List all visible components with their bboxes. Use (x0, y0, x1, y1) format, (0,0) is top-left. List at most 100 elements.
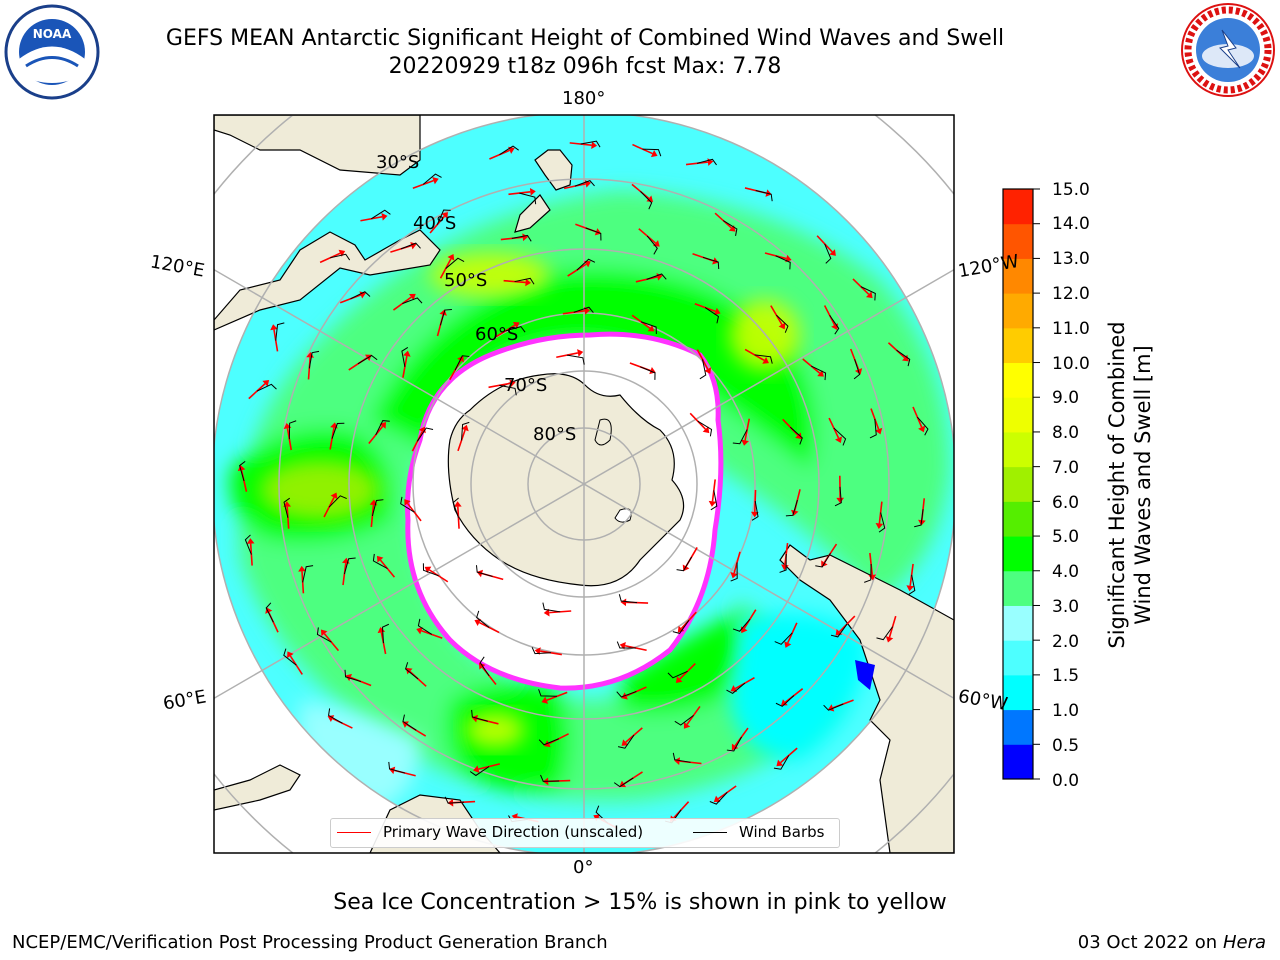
wave-direction-arrow (286, 428, 293, 451)
colorbar-label-line2: Wind Waves and Swell [m] (1131, 345, 1155, 625)
wave-direction-arrowhead (416, 627, 423, 635)
wind-barb (616, 641, 636, 649)
wave-direction-arrow (694, 302, 716, 313)
wind-barb (461, 421, 470, 441)
wave-direction-arrowhead (404, 499, 411, 506)
wave-direction-arrowhead (835, 436, 842, 443)
wave-direction-arrowhead (866, 291, 873, 299)
wind-barb (674, 714, 694, 726)
wave-direction-arrow (339, 294, 362, 304)
wave-direction-arrowhead (432, 177, 439, 185)
wave-direction-arrowhead (270, 324, 278, 331)
wind-barb (914, 509, 924, 528)
wind-barb (499, 145, 519, 156)
wind-barb (860, 286, 876, 301)
wind-barb (519, 192, 537, 205)
wind-barb (785, 499, 798, 517)
wind-barb (283, 497, 291, 518)
svg-text:NOAA: NOAA (33, 27, 72, 41)
wave-direction-arrowhead (287, 651, 294, 659)
wave-direction-arrowhead (298, 565, 306, 572)
wave-direction-arrowhead (674, 757, 680, 765)
wind-barb (475, 565, 493, 577)
wind-barb (402, 297, 423, 305)
wind-barb (774, 632, 793, 645)
wave-direction-arrow (350, 676, 372, 687)
wind-barb (476, 610, 490, 628)
colorbar (1003, 188, 1040, 780)
colorbar-segment (1003, 640, 1033, 676)
wave-direction-arrowhead (509, 379, 516, 388)
wind-barb (642, 148, 662, 157)
wind-barb (540, 774, 560, 782)
lat-label-80s: 80°S (533, 424, 577, 445)
wind-barb (452, 497, 459, 518)
wind-barb (514, 277, 535, 285)
legend-barb-label: Wind Barbs (739, 823, 825, 841)
wave-direction-arrowhead (453, 501, 462, 507)
wind-barb (830, 623, 848, 638)
wind-barb (505, 326, 526, 333)
lat-label-60s: 60°S (475, 324, 519, 345)
wave-direction-arrow (770, 305, 783, 325)
wind-barb (697, 420, 713, 437)
wind-barb (878, 512, 886, 533)
footer-machine: Hera (1222, 932, 1266, 953)
footer-branch: NCEP/EMC/Verification Post Processing Pr… (12, 932, 608, 953)
wind-barb (824, 243, 832, 264)
wind-barb (580, 140, 601, 148)
wind-barb (853, 359, 861, 380)
colorbar-segment (1003, 189, 1033, 225)
colorbar-tick: 0.5 (1052, 736, 1080, 756)
wind-barb (371, 499, 384, 517)
wind-barb (574, 180, 595, 187)
wave-direction-arrowhead (381, 213, 388, 221)
wind-barb (779, 553, 787, 573)
wind-barb (265, 602, 274, 623)
legend-wave-label: Primary Wave Direction (unscaled) (383, 823, 644, 841)
wind-barb (617, 734, 635, 749)
sea-ice-caption: Sea Ice Concentration > 15% is shown in … (333, 890, 947, 915)
colorbar-tick: 3.0 (1052, 597, 1080, 617)
colorbar-label: Significant Height of Combined Wind Wave… (1104, 275, 1156, 695)
wind-barb (876, 626, 894, 641)
wind-barb (308, 350, 320, 369)
wind-barb (388, 761, 406, 774)
wave-direction-arrowhead (906, 585, 915, 592)
noaa-logo: NOAA (4, 4, 100, 100)
wave-direction-arrow (878, 501, 883, 524)
wave-direction-arrowhead (702, 426, 710, 434)
wave-direction-arrowhead (874, 427, 883, 435)
wave-direction-arrowhead (327, 715, 335, 723)
wave-direction-arrowhead (902, 354, 909, 362)
wave-direction-arrowhead (875, 523, 884, 529)
wave-direction-arrowhead (461, 424, 469, 432)
wind-barb (350, 291, 371, 300)
wave-direction-arrowhead (714, 307, 721, 316)
wind-barb (256, 383, 277, 392)
colorbar-segment (1003, 397, 1033, 433)
wave-direction-arrowhead (330, 492, 338, 500)
wave-direction-arrow (734, 677, 755, 690)
colorbar-segment (1003, 258, 1033, 294)
wave-direction-arrowhead (306, 351, 314, 358)
lat-label-70s: 70°S (504, 375, 548, 396)
lat-label-30s: 30°S (376, 152, 420, 173)
wave-direction-arrowhead (476, 569, 484, 578)
wind-barb (511, 234, 532, 242)
wind-barb (732, 618, 751, 632)
wave-direction-arrow (342, 563, 347, 586)
wave-direction-arrow (567, 263, 587, 277)
wind-barb (618, 594, 638, 604)
wave-direction-arrowhead (402, 721, 409, 728)
wave-direction-arrowhead (795, 432, 802, 440)
lon-label-180: 180° (562, 88, 606, 109)
wind-barb (829, 314, 840, 335)
wind-barb (672, 752, 691, 763)
wind-barb (696, 158, 717, 166)
wave-direction-arrow (638, 228, 657, 244)
wave-direction-arrowhead (447, 254, 455, 261)
wind-barb (726, 736, 742, 752)
colorbar-tick: 13.0 (1052, 249, 1090, 269)
colorbar-tick: 6.0 (1052, 493, 1080, 513)
